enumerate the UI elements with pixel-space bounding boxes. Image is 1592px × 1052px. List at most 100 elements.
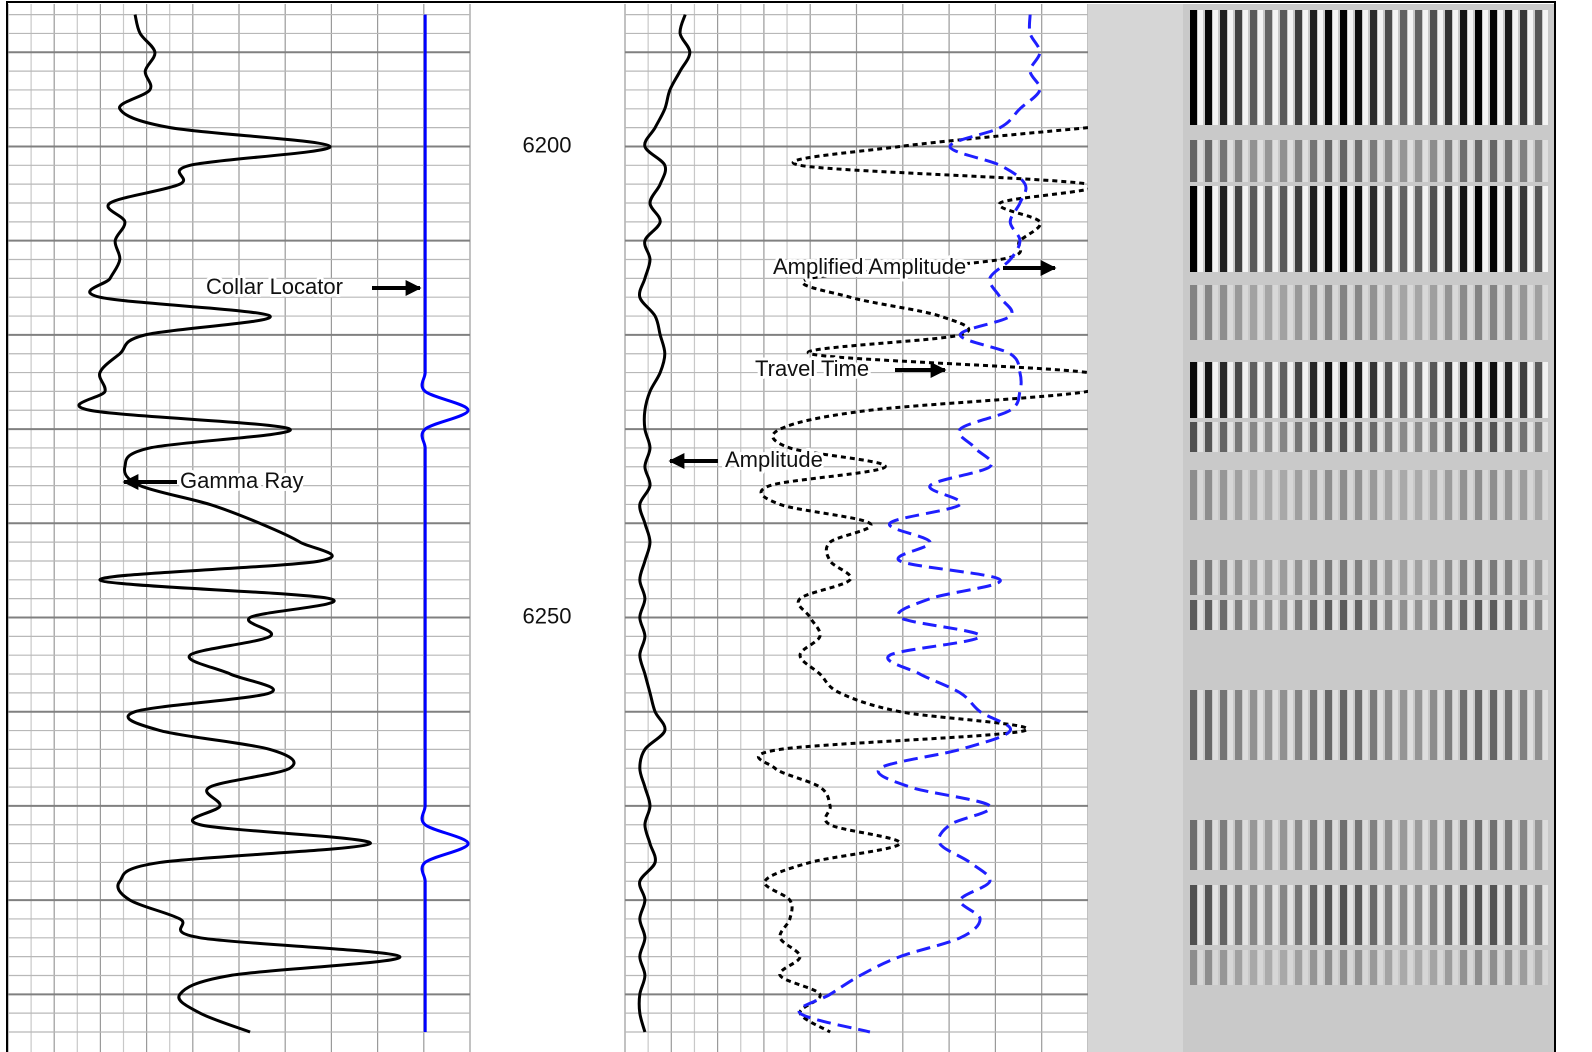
vdl-stripe xyxy=(1445,140,1452,182)
vdl-stripe-light xyxy=(1498,10,1503,125)
vdl-stripe xyxy=(1340,690,1347,760)
vdl-stripe-light xyxy=(1483,362,1488,418)
vdl-stripe-light xyxy=(1378,820,1383,870)
vdl-stripe-light xyxy=(1468,10,1473,125)
vdl-stripe-light xyxy=(1423,885,1428,945)
vdl-stripe xyxy=(1475,186,1482,272)
vdl-stripe-light xyxy=(1243,690,1248,760)
vdl-stripe xyxy=(1340,470,1347,520)
vdl-stripe xyxy=(1370,600,1377,630)
vdl-stripe-light xyxy=(1513,285,1518,340)
vdl-stripe-light xyxy=(1438,600,1443,630)
vdl-stripe xyxy=(1265,600,1272,630)
vdl-stripe-light xyxy=(1318,690,1323,760)
vdl-stripe-light xyxy=(1348,690,1353,760)
vdl-stripe-light xyxy=(1333,560,1338,595)
vdl-stripe xyxy=(1325,820,1332,870)
vdl-stripe xyxy=(1295,560,1302,595)
vdl-stripe-light xyxy=(1513,600,1518,630)
vdl-stripe xyxy=(1340,885,1347,945)
vdl-stripe-light xyxy=(1483,820,1488,870)
vdl-stripe-light xyxy=(1513,820,1518,870)
vdl-stripe xyxy=(1325,10,1332,125)
vdl-stripe-light xyxy=(1483,10,1488,125)
vdl-stripe-light xyxy=(1438,690,1443,760)
log-curve xyxy=(797,14,1042,1034)
vdl-stripe xyxy=(1535,10,1542,125)
vdl-stripe-light xyxy=(1273,186,1278,272)
vdl-stripe-light xyxy=(1363,362,1368,418)
vdl-stripe xyxy=(1220,600,1227,630)
vdl-stripe xyxy=(1235,186,1242,272)
frame xyxy=(6,1,1556,1052)
vdl-stripe-light xyxy=(1288,950,1293,985)
vdl-stripe xyxy=(1310,422,1317,452)
vdl-stripe-light xyxy=(1483,186,1488,272)
vdl-stripe xyxy=(1490,820,1497,870)
vdl-stripe-light xyxy=(1408,422,1413,452)
vdl-stripe xyxy=(1430,885,1437,945)
vdl-stripe xyxy=(1235,820,1242,870)
vdl-stripe xyxy=(1310,362,1317,418)
vdl-stripe xyxy=(1400,950,1407,985)
vdl-stripe xyxy=(1280,560,1287,595)
vdl-stripe xyxy=(1310,10,1317,125)
vdl-stripe xyxy=(1430,422,1437,452)
vdl-stripe-light xyxy=(1243,560,1248,595)
vdl-stripe xyxy=(1355,285,1362,340)
vdl-stripe xyxy=(1430,140,1437,182)
vdl-stripe-light xyxy=(1333,820,1338,870)
vdl-stripe-light xyxy=(1483,470,1488,520)
vdl-stripe xyxy=(1520,560,1527,595)
vdl-stripe xyxy=(1415,560,1422,595)
vdl-stripe xyxy=(1490,140,1497,182)
grid xyxy=(7,4,1089,1052)
vdl-stripe xyxy=(1265,950,1272,985)
vdl-stripe xyxy=(1505,285,1512,340)
vdl-stripe xyxy=(1370,820,1377,870)
vdl-stripe xyxy=(1325,186,1332,272)
vdl-stripe xyxy=(1295,470,1302,520)
vdl-stripe xyxy=(1250,820,1257,870)
vdl-stripe xyxy=(1505,885,1512,945)
vdl-stripe xyxy=(1265,885,1272,945)
vdl-stripe-light xyxy=(1273,600,1278,630)
vdl-stripe xyxy=(1475,690,1482,760)
vdl-stripe-light xyxy=(1198,600,1203,630)
vdl-stripe xyxy=(1490,10,1497,125)
vdl-stripe xyxy=(1190,422,1197,452)
vdl-stripe xyxy=(1235,362,1242,418)
vdl-stripe xyxy=(1385,422,1392,452)
vdl-stripe-light xyxy=(1258,820,1263,870)
vdl-stripe-light xyxy=(1513,470,1518,520)
vdl-stripe xyxy=(1355,10,1362,125)
vdl-stripe xyxy=(1280,422,1287,452)
vdl-stripe-light xyxy=(1318,950,1323,985)
vdl-stripe xyxy=(1220,690,1227,760)
vdl-stripe xyxy=(1370,950,1377,985)
vdl-stripe xyxy=(1475,140,1482,182)
vdl-stripe-light xyxy=(1468,362,1473,418)
vdl-stripe xyxy=(1505,560,1512,595)
vdl-stripe xyxy=(1535,470,1542,520)
vdl-stripe-light xyxy=(1348,186,1353,272)
vdl-stripe xyxy=(1400,140,1407,182)
vdl-stripe-light xyxy=(1228,285,1233,340)
vdl-left-band xyxy=(1088,4,1183,1052)
vdl-stripe xyxy=(1445,285,1452,340)
vdl-stripe xyxy=(1400,600,1407,630)
vdl-stripe-light xyxy=(1543,470,1548,520)
vdl-stripe xyxy=(1520,422,1527,452)
vdl-stripe-light xyxy=(1288,10,1293,125)
vdl-stripe xyxy=(1400,362,1407,418)
vdl-stripe xyxy=(1310,285,1317,340)
vdl-stripe-light xyxy=(1348,950,1353,985)
vdl-stripe-light xyxy=(1378,950,1383,985)
vdl-stripe xyxy=(1295,140,1302,182)
vdl-stripe xyxy=(1340,140,1347,182)
vdl-stripe xyxy=(1250,362,1257,418)
vdl-stripe xyxy=(1415,820,1422,870)
vdl-stripe-light xyxy=(1303,560,1308,595)
vdl-stripe-light xyxy=(1378,885,1383,945)
vdl-stripe xyxy=(1295,690,1302,760)
